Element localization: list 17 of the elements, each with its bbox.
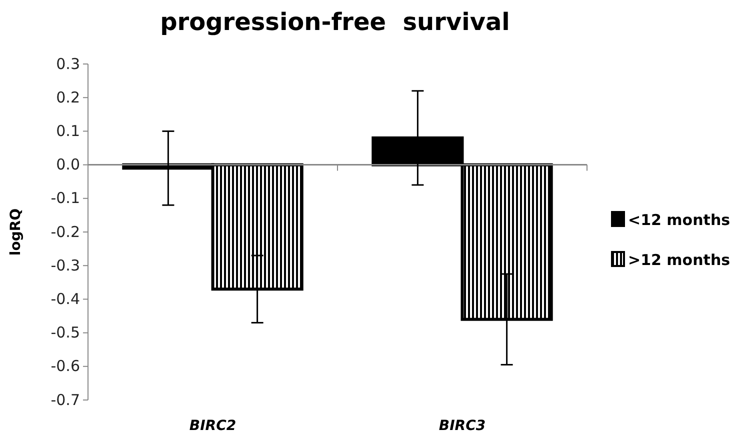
x-tick-label: BIRC3 [438, 418, 486, 434]
y-tick-label: -0.1 [50, 189, 80, 208]
legend-label: <12 months [628, 211, 730, 229]
y-tick-label: 0.0 [56, 156, 80, 174]
y-axis-title: logRQ [8, 208, 24, 256]
y-tick-label: 0.3 [56, 54, 80, 73]
chart-title: progression-free survival [160, 8, 510, 36]
y-tick-label: -0.2 [50, 222, 80, 241]
x-tick-label: BIRC2 [189, 418, 236, 434]
y-tick-label: -0.3 [50, 256, 80, 274]
y-tick-label: -0.5 [50, 324, 80, 342]
y-tick-label: 0.2 [56, 88, 80, 106]
legend-label: >12 months [628, 251, 730, 269]
y-tick-label: -0.4 [50, 290, 80, 308]
y-tick-label: 0.1 [56, 122, 80, 140]
y-tick-label: -0.6 [50, 357, 80, 376]
y-tick-label: -0.7 [50, 390, 80, 409]
